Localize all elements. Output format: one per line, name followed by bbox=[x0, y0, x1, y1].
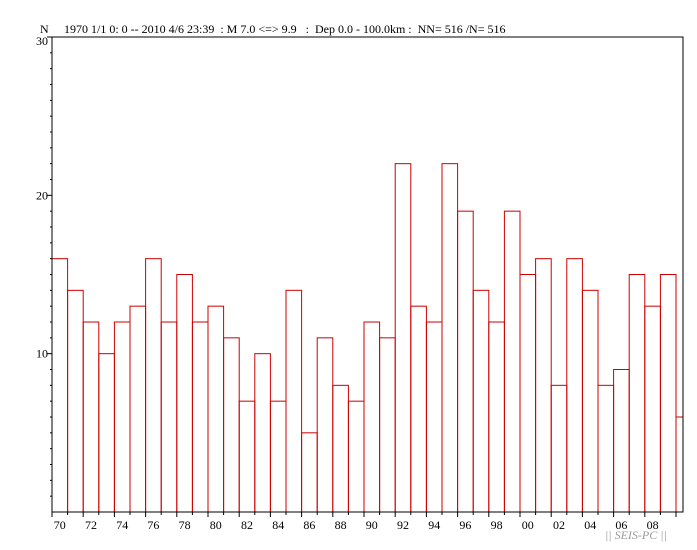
bar-1980 bbox=[207, 305, 225, 513]
bar-1973 bbox=[98, 353, 115, 513]
bar-1998 bbox=[488, 321, 505, 513]
bar-2005 bbox=[597, 384, 615, 513]
bar-1989 bbox=[347, 400, 365, 513]
bar-1983 bbox=[254, 353, 271, 513]
x-tick-label: 02 bbox=[553, 518, 565, 532]
bar-1977 bbox=[160, 321, 178, 513]
y-tick-label: 20 bbox=[36, 188, 48, 202]
x-tick-label: 76 bbox=[147, 518, 159, 532]
bar-1975 bbox=[129, 305, 147, 513]
x-tick-label: 80 bbox=[210, 518, 222, 532]
bar-1991 bbox=[379, 337, 396, 513]
bar-1990 bbox=[363, 321, 381, 513]
bar-1974 bbox=[113, 321, 131, 513]
bar-2001 bbox=[535, 258, 552, 513]
bar-2003 bbox=[566, 258, 583, 513]
plot-frame bbox=[51, 36, 684, 513]
x-tick-label: 04 bbox=[584, 518, 596, 532]
bar-1978 bbox=[176, 274, 193, 513]
bar-1981 bbox=[223, 337, 240, 513]
bar-1994 bbox=[425, 321, 443, 513]
bar-2004 bbox=[581, 289, 599, 513]
bar-1970 bbox=[51, 258, 69, 513]
x-tick-label: 00 bbox=[522, 518, 534, 532]
x-tick-label: 08 bbox=[647, 518, 659, 532]
bar-1986 bbox=[301, 432, 318, 513]
x-tick-label: 88 bbox=[335, 518, 347, 532]
bar-1999 bbox=[503, 210, 521, 513]
axes-group bbox=[51, 36, 684, 513]
bar-1997 bbox=[472, 289, 490, 513]
x-tick-label: 82 bbox=[241, 518, 253, 532]
x-tick-label: 92 bbox=[397, 518, 409, 532]
bar-2009 bbox=[659, 274, 677, 513]
bar-1992 bbox=[394, 163, 412, 513]
bar-1984 bbox=[269, 400, 287, 513]
bar-2002 bbox=[550, 384, 568, 513]
x-tick-label: 90 bbox=[366, 518, 378, 532]
x-tick-label: 86 bbox=[303, 518, 315, 532]
bar-1996 bbox=[457, 210, 474, 513]
bar-1988 bbox=[332, 384, 349, 513]
bar-1993 bbox=[410, 305, 427, 513]
y-tick-label: 10 bbox=[36, 347, 48, 361]
bar-1976 bbox=[145, 258, 162, 513]
bar-1985 bbox=[285, 289, 303, 513]
bars-group bbox=[51, 163, 684, 513]
x-ticks-group: 70 72 74 76 78 80 82 84 86 88 90 92 94 96 98 00 02 04 06 08 bbox=[51, 512, 677, 532]
y-tick-label: 30 bbox=[36, 34, 48, 48]
x-tick-label: 74 bbox=[116, 518, 128, 532]
x-tick-label: 84 bbox=[272, 518, 284, 532]
query-summary: 1970 1/1 0: 0 -- 2010 4/6 23:39 : M 7.0 … bbox=[64, 22, 506, 36]
x-tick-label: 72 bbox=[85, 518, 97, 532]
x-tick-label: 78 bbox=[179, 518, 191, 532]
bar-1971 bbox=[67, 289, 84, 513]
bar-2008 bbox=[644, 305, 661, 513]
x-tick-label: 06 bbox=[615, 518, 627, 532]
bar-2000 bbox=[519, 274, 537, 513]
y-axis-symbol: N bbox=[40, 22, 49, 36]
bar-1995 bbox=[441, 163, 459, 513]
seis-pc-watermark: || SEIS-PC || bbox=[605, 528, 667, 542]
bar-2006 bbox=[613, 369, 630, 513]
bar-1979 bbox=[191, 321, 209, 513]
bar-1987 bbox=[316, 337, 334, 513]
bar-1982 bbox=[238, 400, 256, 513]
bar-1972 bbox=[82, 321, 100, 513]
y-ticks-group: 10 20 30 bbox=[36, 34, 52, 497]
x-tick-label: 94 bbox=[428, 518, 440, 532]
x-tick-label: 70 bbox=[54, 518, 66, 532]
x-tick-label: 96 bbox=[459, 518, 471, 532]
bar-2010 bbox=[675, 416, 684, 513]
bar-2007 bbox=[628, 274, 646, 513]
x-tick-label: 98 bbox=[491, 518, 503, 532]
